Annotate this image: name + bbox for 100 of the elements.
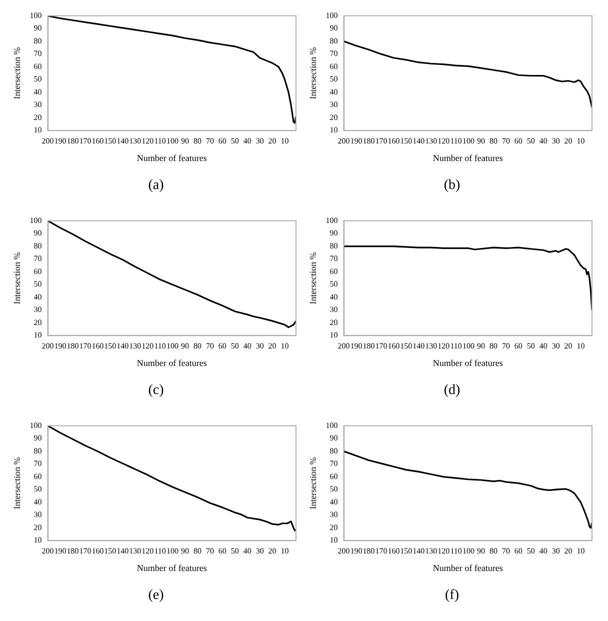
x-tick-label: 140 [412,546,425,556]
x-tick-label: 180 [362,136,375,146]
y-tick-label: 30 [34,510,42,520]
x-tick-label: 100 [462,546,475,556]
x-tick-label: 160 [92,341,104,350]
y-tick-label: 100 [326,420,338,430]
y-axis-title: Intersection % [12,456,22,510]
x-tick-label: 90 [180,546,189,556]
y-tick-label: 70 [330,459,338,468]
y-tick-label: 70 [34,459,42,468]
x-tick-label: 170 [375,136,388,146]
y-tick-label: 80 [330,241,338,250]
x-tick-label: 130 [129,546,142,556]
y-tick-label: 20 [330,522,338,532]
x-tick-label: 80 [489,136,498,146]
x-tick-label: 190 [54,136,66,146]
x-axis-title: Number of features [136,358,208,368]
y-tick-label: 60 [330,266,338,276]
y-tick-label: 30 [330,100,338,110]
x-tick-label: 110 [450,546,462,556]
x-tick-label: 20 [564,546,572,556]
y-tick-label: 10 [34,536,42,545]
y-tick-label: 10 [330,536,338,545]
x-tick-label: 10 [576,546,585,556]
x-tick-label: 70 [502,341,510,350]
y-tick-label: 100 [30,216,42,225]
text: (c) [147,383,165,399]
x-tick-label: 170 [375,341,388,350]
x-tick-label: 70 [502,546,510,556]
x-tick-label: 200 [338,341,350,350]
y-tick-label: 60 [34,62,42,71]
y-tick-label: 30 [330,305,338,314]
x-tick-label: 160 [92,136,104,146]
y-tick-label: 100 [30,10,42,20]
x-tick-label: 60 [218,341,226,350]
text: (a) [147,178,165,194]
x-tick-label: 80 [193,341,202,350]
x-tick-label: 110 [154,546,166,556]
y-tick-label: 70 [330,49,338,58]
x-tick-label: 10 [280,546,289,556]
y-tick-label: 30 [34,305,42,314]
x-tick-label: 30 [552,341,560,350]
y-tick-label: 80 [330,36,338,46]
y-tick-label: 10 [34,330,42,340]
y-tick-label: 90 [330,228,338,238]
x-axis-title: Number of features [432,152,504,163]
y-tick-label: 50 [34,74,42,84]
x-tick-label: 180 [66,136,79,146]
text: (b) [442,178,462,194]
x-tick-label: 30 [256,136,264,146]
x-tick-label: 20 [564,136,572,146]
x-tick-label: 90 [180,341,189,350]
x-tick-label: 130 [425,136,438,146]
x-tick-label: 150 [400,546,412,556]
x-tick-label: 40 [243,136,252,146]
y-tick-label: 40 [34,292,42,302]
x-tick-label: 150 [104,136,116,146]
y-tick-label: 60 [330,472,338,481]
y-tick-label: 100 [30,420,42,430]
y-tick-label: 50 [34,484,42,494]
x-axis-title: Number of features [432,562,504,573]
y-axis-title: Intersection % [308,456,318,510]
x-tick-label: 10 [280,136,289,146]
x-tick-label: 20 [564,341,572,350]
y-tick-label: 60 [34,472,42,481]
x-tick-label: 40 [243,341,252,350]
x-tick-label: 80 [489,341,498,350]
x-tick-label: 70 [206,341,214,350]
y-tick-label: 90 [34,434,42,443]
x-tick-label: 140 [116,546,129,556]
y-tick-label: 40 [34,87,42,96]
x-tick-label: 100 [166,136,179,146]
x-tick-label: 80 [193,546,202,556]
x-tick-label: 170 [79,341,92,350]
y-tick-label: 70 [34,49,42,58]
x-tick-label: 60 [514,136,522,146]
y-tick-label: 40 [330,292,338,302]
y-tick-label: 90 [34,24,42,33]
y-tick-label: 10 [330,126,338,135]
x-tick-label: 190 [350,341,362,350]
x-tick-label: 150 [400,136,412,146]
x-tick-label: 200 [338,136,350,146]
x-tick-label: 50 [230,136,239,146]
x-tick-label: 200 [338,546,350,556]
x-tick-label: 140 [412,341,425,350]
y-tick-label: 80 [34,36,42,46]
x-tick-label: 30 [256,546,264,556]
y-tick-label: 30 [330,510,338,520]
x-tick-label: 180 [362,341,375,350]
x-tick-label: 70 [502,136,510,146]
x-tick-label: 100 [166,341,179,350]
x-tick-label: 150 [400,341,412,350]
x-tick-label: 50 [230,341,239,350]
x-tick-label: 180 [66,546,79,556]
y-tick-label: 20 [330,112,338,122]
y-tick-label: 80 [330,446,338,456]
y-axis-title: Intersection % [308,46,318,100]
y-tick-label: 100 [326,10,338,20]
x-tick-label: 60 [218,546,226,556]
x-tick-label: 160 [388,546,400,556]
